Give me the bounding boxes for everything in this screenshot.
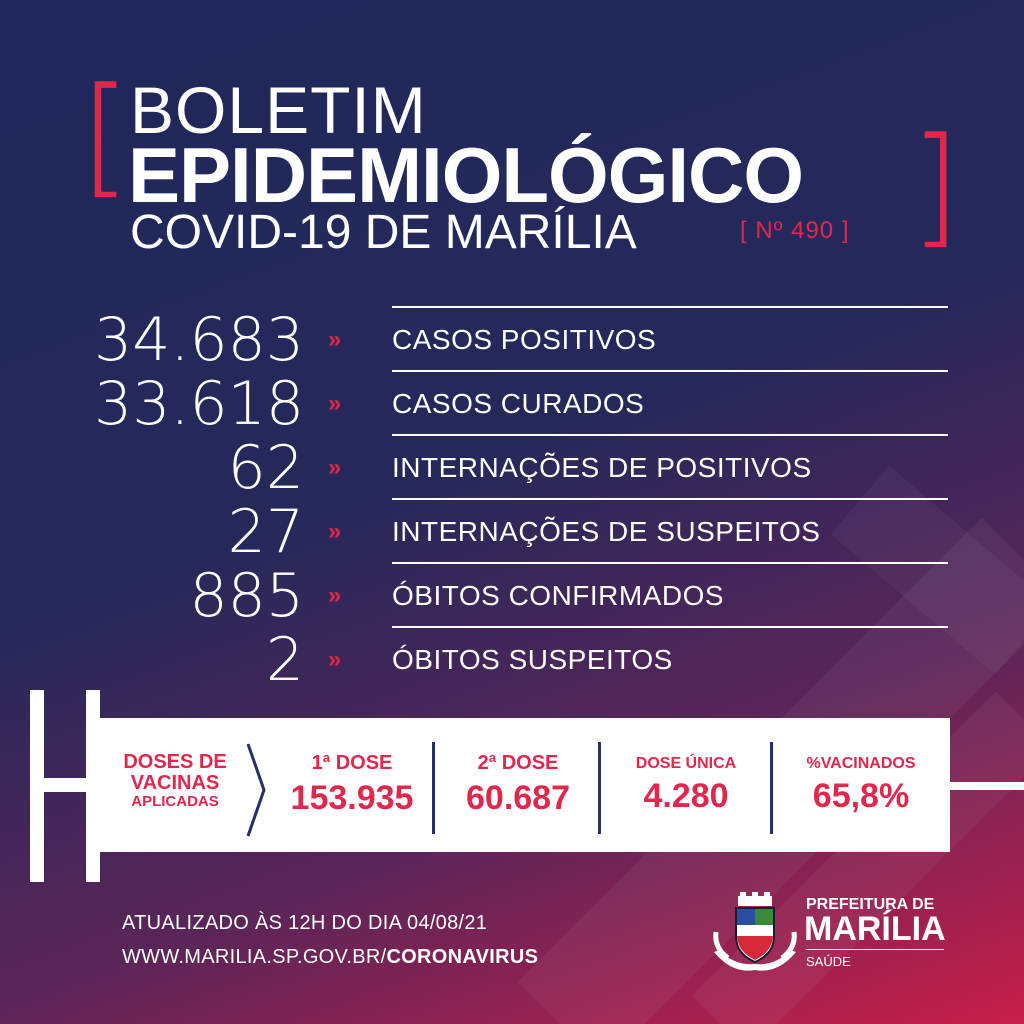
divider	[392, 626, 948, 628]
vaccine-label: 2ª DOSE	[477, 752, 559, 774]
stat-label: INTERNAÇÕES DE POSITIVOS	[392, 452, 812, 483]
vaccine-value: 153.935	[290, 779, 414, 817]
syringe-grip	[86, 690, 100, 882]
logo-line-1: PREFEITURA DE	[806, 896, 935, 913]
stat-label: ÓBITOS SUSPEITOS	[392, 644, 673, 675]
double-chevron-icon: »	[328, 454, 341, 481]
chevron-right-icon	[246, 743, 266, 837]
vaccines-heading-line-3: APLICADAS	[131, 793, 219, 810]
logo-divider	[806, 949, 944, 950]
stat-value: 27	[227, 497, 304, 567]
double-chevron-icon: »	[328, 326, 341, 353]
stat-value: 885	[189, 561, 304, 631]
stat-row-hospitalized-suspect: 27 » INTERNAÇÕES DE SUSPEITOS	[0, 500, 1024, 564]
stat-row-deaths-suspect: 2 » ÓBITOS SUSPEITOS	[0, 628, 1024, 692]
website-prefix: WWW.MARILIA.SP.GOV.BR/	[122, 946, 387, 968]
vaccine-value: 60.687	[466, 779, 570, 817]
title-line-1: BOLETIM	[130, 73, 427, 147]
divider	[392, 306, 948, 308]
double-chevron-icon: »	[328, 390, 341, 417]
stat-row-cured: 33.618 » CASOS CURADOS	[0, 372, 1024, 436]
stat-row-hospitalized-positive: 62 » INTERNAÇÕES DE POSITIVOS	[0, 436, 1024, 500]
stat-label: ÓBITOS CONFIRMADOS	[392, 580, 725, 611]
vaccine-percent-vaccinated: %VACINADOS 65,8%	[778, 752, 944, 816]
double-chevron-icon: »	[328, 582, 341, 609]
vaccine-single-dose: DOSE ÚNICA 4.280	[606, 752, 766, 816]
stat-label: CASOS POSITIVOS	[392, 324, 657, 355]
updated-text: ATUALIZADO ÀS 12H DO DIA 04/08/21	[122, 912, 488, 934]
vaccine-value: 65,8%	[812, 777, 910, 815]
bracket-left: [	[80, 59, 131, 211]
syringe-barrel	[100, 718, 950, 852]
issue-number: [ Nº 490 ]	[740, 217, 850, 244]
stat-value: 62	[227, 433, 304, 503]
logo-line-3: SAÚDE	[806, 954, 851, 969]
stat-value: 2	[265, 625, 304, 695]
double-chevron-icon: »	[328, 646, 341, 673]
vaccines-heading: DOSES DE VACINAS APLICADAS	[110, 752, 240, 810]
syringe-rod	[30, 778, 90, 792]
vaccines-heading-line-1: DOSES DE	[123, 751, 227, 773]
stat-label: INTERNAÇÕES DE SUSPEITOS	[392, 516, 821, 547]
divider	[392, 370, 948, 372]
column-separator	[432, 742, 435, 834]
column-separator	[598, 742, 601, 834]
vaccine-label: 1ª DOSE	[311, 752, 393, 774]
column-separator	[770, 742, 773, 834]
vaccine-label: DOSE ÚNICA	[635, 755, 737, 772]
vaccine-second-dose: 2ª DOSE 60.687	[440, 752, 596, 818]
divider	[392, 498, 948, 500]
vaccines-heading-line-2: VACINAS	[130, 772, 220, 794]
double-chevron-icon: »	[328, 518, 341, 545]
stat-row-deaths-confirmed: 885 » ÓBITOS CONFIRMADOS	[0, 564, 1024, 628]
vaccine-value: 4.280	[643, 777, 729, 815]
bracket-right: ]	[910, 109, 961, 261]
title-line-3: COVID-19 DE MARÍLIA	[130, 206, 637, 259]
vaccine-label: %VACINADOS	[806, 755, 916, 772]
stat-row-positive: 34.683 » CASOS POSITIVOS	[0, 308, 1024, 372]
divider	[392, 562, 948, 564]
stat-value: 34.683	[94, 305, 304, 375]
title-line-2: EPIDEMIOLÓGICO	[128, 131, 804, 219]
stat-value: 33.618	[94, 369, 304, 439]
city-crest-icon	[713, 892, 797, 971]
vaccine-first-dose: 1ª DOSE 153.935	[272, 752, 432, 818]
divider	[392, 434, 948, 436]
logo-line-2: MARÍLIA	[804, 910, 946, 948]
website-suffix: CORONAVIRUS	[386, 946, 539, 968]
stat-label: CASOS CURADOS	[392, 388, 645, 419]
syringe-needle	[950, 782, 1024, 790]
website-link[interactable]: WWW.MARILIA.SP.GOV.BR/CORONAVIRUS	[122, 946, 538, 969]
